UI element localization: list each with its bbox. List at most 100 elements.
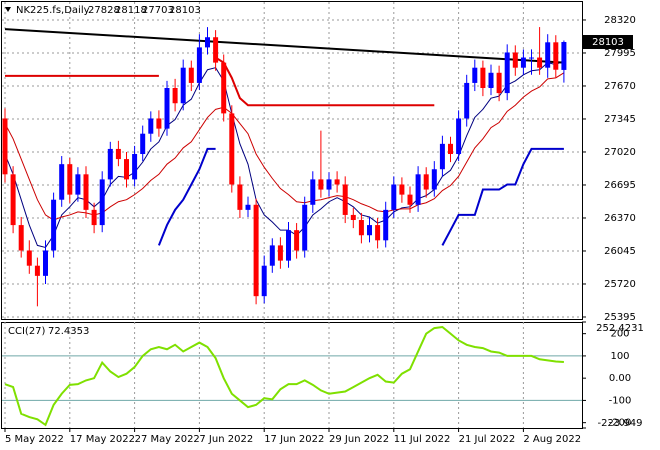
x-tick-label: 17 Jun 2022 [264, 434, 324, 445]
candle-body [342, 184, 348, 215]
candle-body [172, 88, 178, 104]
candle-body [156, 118, 162, 129]
y-tick-label: 26695 [604, 180, 636, 191]
candle-body [358, 220, 364, 236]
x-tick-label: 21 Jul 2022 [459, 434, 516, 445]
y-tick-label: 25720 [604, 279, 636, 290]
candle-body [512, 52, 518, 68]
candle-body [261, 265, 267, 297]
y-tick-label: -200 [609, 418, 632, 429]
candle-body [423, 174, 429, 190]
indicator-line [4, 28, 564, 64]
header-arrow [5, 7, 11, 12]
candle-body [43, 250, 48, 276]
candle-body [75, 174, 81, 195]
candle-body [229, 113, 235, 185]
candle-body [350, 214, 356, 221]
candle-body [253, 204, 259, 297]
y-tick-label: 26370 [604, 213, 636, 224]
indicator-line [157, 147, 216, 246]
candle-body [439, 143, 445, 170]
candle-body [83, 174, 89, 210]
candle-body [213, 37, 219, 63]
header-close: 28103 [169, 5, 201, 16]
candle-body [132, 154, 138, 180]
candle-body [302, 204, 308, 251]
y-tick-label: 100 [610, 351, 629, 362]
y-tick-label: 252.4231 [596, 323, 644, 334]
y-tick-label: 28320 [604, 15, 636, 26]
candle-body [383, 209, 389, 241]
candle-body [2, 118, 8, 175]
header-high: 28118 [115, 5, 147, 16]
y-tick-label: -100 [609, 395, 632, 406]
candle-body [99, 179, 105, 226]
candle-body [115, 148, 121, 160]
candle-body [456, 118, 462, 155]
candle-body [205, 37, 210, 48]
y-tick-label: 0.00 [609, 373, 631, 384]
candle-body [91, 209, 97, 226]
candle-body [375, 225, 381, 241]
candle-body [26, 250, 32, 266]
main-panel-frame [1, 1, 583, 320]
y-tick-label: 27670 [604, 81, 636, 92]
candle-body [269, 245, 275, 266]
candle-body [520, 57, 526, 68]
candle-body [180, 67, 186, 104]
candle-body [237, 184, 243, 210]
candle-body [553, 42, 559, 70]
candle-body [10, 174, 16, 226]
candle-body [318, 179, 324, 190]
candle-body [245, 204, 251, 210]
candle-body [537, 57, 543, 68]
candle-body [51, 199, 57, 251]
candle-body [415, 174, 421, 205]
candle-body [286, 230, 291, 261]
candle-body [18, 225, 24, 251]
candle-body [391, 184, 397, 210]
candle-body [124, 159, 129, 180]
x-tick-label: 17 May 2022 [70, 434, 135, 445]
y-tick-label: 27020 [604, 147, 636, 158]
candle-body [294, 230, 300, 251]
x-tick-label: 27 May 2022 [135, 434, 200, 445]
candle-body [472, 67, 478, 83]
candle-body [407, 194, 413, 205]
indicator-line [4, 60, 565, 248]
candle-body [529, 57, 534, 59]
indicator-line [215, 56, 435, 107]
candle-body [277, 245, 283, 261]
candle-body [334, 179, 340, 185]
candle-body [107, 148, 113, 180]
y-tick-label: 200 [610, 329, 629, 340]
y-tick-label: 26045 [604, 246, 636, 257]
x-tick-label: 11 Jul 2022 [394, 434, 451, 445]
candle-body [67, 164, 73, 195]
indicator-line [441, 147, 564, 246]
x-tick-label: 2 Aug 2022 [523, 434, 581, 445]
candle-body [545, 42, 551, 68]
candle-body [326, 179, 332, 190]
last-price-label: 28103 [592, 37, 624, 48]
y-tick-label: 25395 [604, 312, 636, 323]
chart-title: NK225.fs,Daily [16, 5, 90, 16]
candle-body [504, 52, 510, 94]
candle-body [367, 225, 372, 236]
candle-body [399, 184, 405, 195]
candle-body [59, 164, 65, 200]
sub-title: CCI(27) [8, 326, 46, 337]
plot-layer: 28320 27995 27670 27345 27020 26695 26370 26045… [2, 2, 644, 445]
candle-body [221, 62, 227, 114]
y-tick-label: 27345 [604, 114, 636, 125]
x-tick-label: 29 Jun 2022 [329, 434, 389, 445]
candle-body [148, 118, 154, 134]
sub-panel-frame [1, 322, 583, 429]
indicator-line [4, 325, 564, 427]
candle-body [561, 42, 567, 70]
y-tick-label: -223.949 [598, 418, 643, 429]
candle-body [34, 265, 40, 276]
candle-body [164, 88, 170, 129]
